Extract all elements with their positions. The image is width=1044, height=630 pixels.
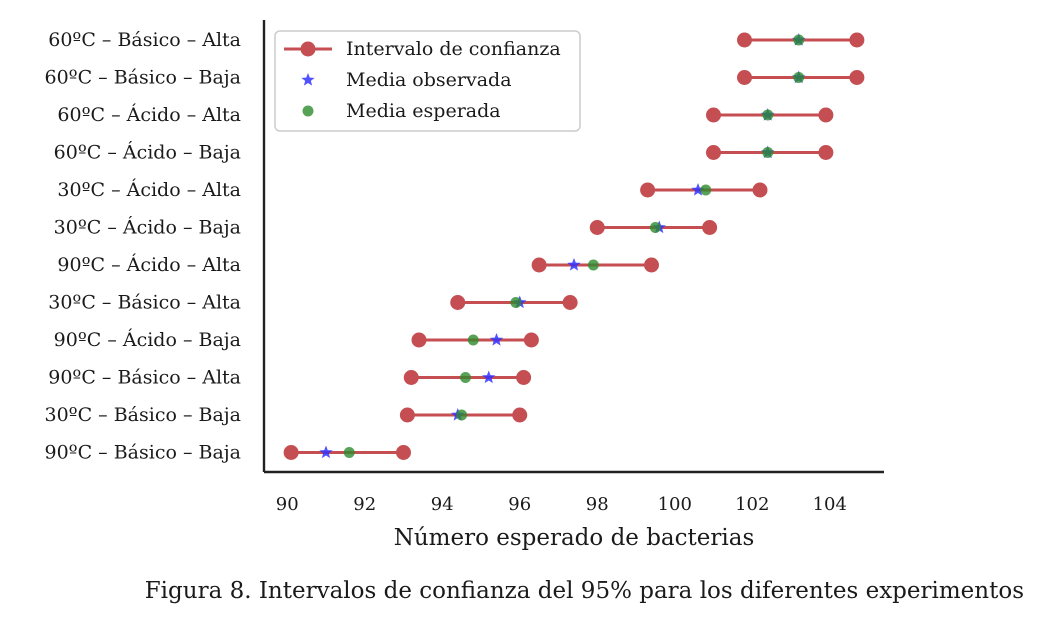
legend-box xyxy=(274,30,581,132)
y-tick-label: 60ºC – Ácido – Baja xyxy=(54,141,241,164)
expected-mean-point xyxy=(793,34,805,46)
interval-lower-point xyxy=(640,182,656,198)
expected-mean-point xyxy=(649,222,661,233)
expected-mean-point xyxy=(762,109,774,121)
expected-mean-point xyxy=(467,334,479,346)
x-tick-label: 96 xyxy=(508,494,531,515)
expected-mean-point xyxy=(343,447,355,458)
legend-label: Intervalo de confianza xyxy=(346,38,561,60)
expected-mean-series xyxy=(343,34,805,458)
interval-upper-point xyxy=(818,145,834,160)
interval-lower-point xyxy=(283,445,299,460)
interval-lower-point xyxy=(706,145,721,160)
y-tick-label: 90ºC – Básico – Baja xyxy=(44,442,241,464)
x-tick-label: 94 xyxy=(431,494,454,515)
x-tick-label: 90 xyxy=(276,494,299,515)
interval-upper-point xyxy=(849,32,865,48)
expected-mean-point xyxy=(510,297,522,308)
interval-upper-point xyxy=(516,370,532,385)
interval-upper-point xyxy=(512,407,528,423)
observed-mean-point xyxy=(482,370,496,384)
confidence-interval-chart: 60ºC – Básico – Alta 60ºC – Básico – Baja… xyxy=(44,20,884,551)
x-tick-label: 102 xyxy=(735,494,769,515)
interval-lower-point xyxy=(450,295,466,310)
legend-label: Media esperada xyxy=(346,100,501,122)
interval-upper-point xyxy=(849,70,865,85)
legend-expected-marker xyxy=(302,105,314,117)
x-axis-ticks: 90 92 94 96 98 100 102 104 xyxy=(276,494,847,515)
x-tick-label: 98 xyxy=(586,494,609,515)
interval-upper-point xyxy=(752,182,768,198)
y-tick-label: 30ºC – Básico – Alta xyxy=(48,292,241,314)
interval-upper-point xyxy=(702,220,718,235)
y-tick-label: 90ºC – Ácido – Baja xyxy=(54,328,241,351)
axes xyxy=(262,20,884,474)
interval-lower-point xyxy=(531,257,547,273)
y-tick-label: 30ºC – Ácido – Baja xyxy=(54,216,241,239)
x-tick-label: 100 xyxy=(658,494,692,515)
y-tick-label: 90ºC – Básico – Alta xyxy=(48,367,241,389)
y-tick-label: 90ºC – Ácido – Alta xyxy=(57,253,241,276)
interval-lower-point xyxy=(399,407,415,423)
x-tick-label: 92 xyxy=(353,494,376,515)
interval-lower-point xyxy=(403,370,419,385)
expected-mean-point xyxy=(762,147,774,158)
expected-mean-point xyxy=(793,72,805,83)
expected-mean-point xyxy=(456,409,468,421)
interval-upper-point xyxy=(562,295,578,310)
interval-lower-point xyxy=(706,107,721,123)
expected-mean-point xyxy=(587,259,599,271)
legend-observed-marker xyxy=(301,73,315,86)
interval-lower-point xyxy=(411,332,427,348)
interval-lower-point xyxy=(589,220,605,235)
y-tick-label: 30ºC – Ácido – Alta xyxy=(57,178,241,201)
y-axis-labels: 60ºC – Básico – Alta 60ºC – Básico – Baja… xyxy=(44,29,241,464)
observed-mean-point xyxy=(319,445,333,459)
y-tick-label: 60ºC – Básico – Alta xyxy=(48,29,241,51)
interval-lower-point xyxy=(737,32,752,48)
y-tick-label: 60ºC – Ácido – Alta xyxy=(57,103,241,126)
interval-upper-point xyxy=(523,332,539,348)
x-tick-label: 104 xyxy=(813,494,847,515)
legend-label: Media observada xyxy=(346,69,512,91)
expected-mean-point xyxy=(460,372,471,383)
interval-lower-point xyxy=(737,70,752,85)
legend-interval-marker xyxy=(300,41,316,57)
interval-upper-point xyxy=(396,445,411,460)
y-tick-label: 60ºC – Básico – Baja xyxy=(44,67,241,89)
expected-mean-point xyxy=(700,184,712,196)
y-tick-label: 30ºC – Básico – Baja xyxy=(44,404,241,426)
observed-mean-point xyxy=(489,333,504,346)
legend: Intervalo de confianza Media observada Med… xyxy=(274,30,581,132)
interval-upper-point xyxy=(818,107,834,123)
observed-mean-point xyxy=(567,258,581,271)
x-axis-label: Número esperado de bacterias xyxy=(394,525,755,551)
figure-caption: Figura 8. Intervalos de confianza del 95… xyxy=(144,578,1024,604)
observed-mean-point xyxy=(691,183,705,196)
interval-upper-point xyxy=(644,257,659,273)
